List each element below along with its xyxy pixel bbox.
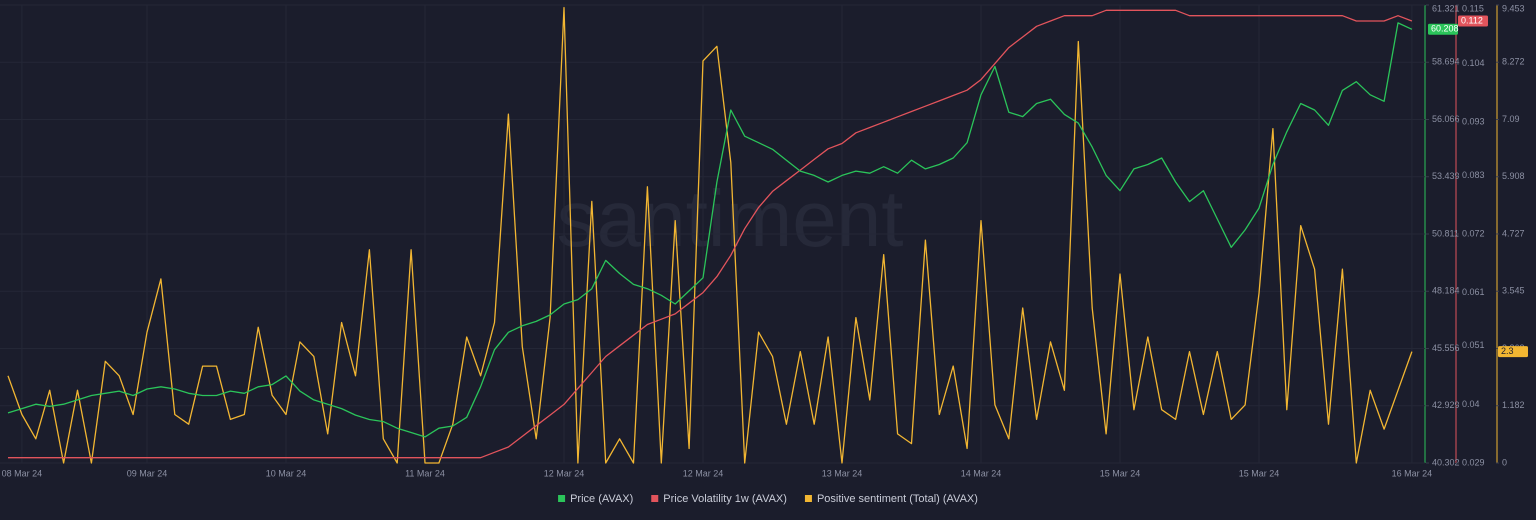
x-tick-label: 16 Mar 24 — [1392, 468, 1433, 478]
legend: Price (AVAX) Price Volatility 1w (AVAX) Po… — [558, 493, 978, 505]
last-value-badge — [1458, 15, 1488, 27]
last-value-label: 60.208 — [1431, 24, 1459, 34]
y3-tick-label: 3.545 — [1502, 286, 1525, 296]
y2-tick-label: 0.115 — [1462, 3, 1484, 13]
y3-tick-label: 0 — [1502, 457, 1507, 467]
last-value-label: 0.112 — [1461, 15, 1483, 25]
legend-swatch — [804, 495, 812, 502]
y2-tick-label: 0.104 — [1462, 58, 1485, 68]
x-tick-label: 09 Mar 24 — [127, 468, 168, 478]
legend-label: Positive sentiment (Total) (AVAX) — [817, 493, 978, 505]
y-tick-label: 50.811 — [1432, 228, 1459, 238]
y3-tick-label: 4.727 — [1502, 228, 1525, 238]
axes: 08 Mar 24 09 Mar 24 10 Mar 24 11 Mar 24 12 M… — [2, 3, 1528, 478]
series-line — [8, 9, 1413, 459]
legend-swatch — [651, 495, 659, 502]
watermark: santiment — [557, 174, 904, 263]
x-tick-label: 12 Mar 24 — [544, 468, 585, 478]
y2-tick-label: 0.083 — [1462, 170, 1485, 180]
x-tick-label: 14 Mar 24 — [961, 468, 1002, 478]
y-tick-label: 48.184 — [1432, 286, 1460, 296]
last-value-badge — [1498, 346, 1528, 358]
y3-tick-label: 5.908 — [1502, 171, 1525, 181]
legend-swatch — [558, 495, 566, 502]
x-tick-label: 08 Mar 24 — [2, 468, 43, 478]
y3-tick-label: 7.09 — [1502, 114, 1520, 124]
x-tick-label: 15 Mar 24 — [1100, 468, 1141, 478]
y3-tick-label: 8.272 — [1502, 57, 1525, 67]
last-value-badge — [1428, 23, 1458, 35]
x-tick-label: 13 Mar 24 — [822, 468, 863, 478]
grid — [0, 4, 1425, 464]
y-tick-label: 53.439 — [1432, 171, 1460, 181]
y2-tick-label: 0.04 — [1462, 399, 1480, 409]
legend-label: Price Volatility 1w (AVAX) — [663, 493, 787, 505]
plot — [7, 6, 1413, 464]
y3-tick-label: 9.453 — [1502, 3, 1525, 13]
y2-tick-label: 0.093 — [1462, 117, 1485, 127]
legend-label: Price (AVAX) — [570, 493, 633, 505]
last-value-label: 2.3 — [1501, 346, 1514, 356]
y-tick-label: 61.321 — [1432, 3, 1460, 13]
y2-tick-label: 0.061 — [1462, 287, 1485, 297]
series-line — [7, 22, 1413, 438]
series-line — [7, 6, 1413, 464]
y3-tick-label: 1.182 — [1502, 400, 1525, 410]
x-tick-label: 10 Mar 24 — [266, 468, 307, 478]
y-tick-label: 45.556 — [1432, 343, 1460, 353]
y-tick-label: 56.066 — [1432, 114, 1460, 124]
y2-tick-label: 0.072 — [1462, 228, 1485, 238]
x-tick-label: 15 Mar 24 — [1239, 468, 1280, 478]
y-tick-label: 40.302 — [1432, 457, 1460, 467]
x-tick-label: 11 Mar 24 — [405, 468, 445, 478]
y2-tick-label: 0.029 — [1462, 457, 1485, 467]
y-tick-label: 58.694 — [1432, 57, 1460, 67]
y2-tick-label: 0.051 — [1462, 340, 1485, 350]
x-tick-label: 12 Mar 24 — [683, 468, 724, 478]
y-tick-label: 42.929 — [1432, 400, 1460, 410]
